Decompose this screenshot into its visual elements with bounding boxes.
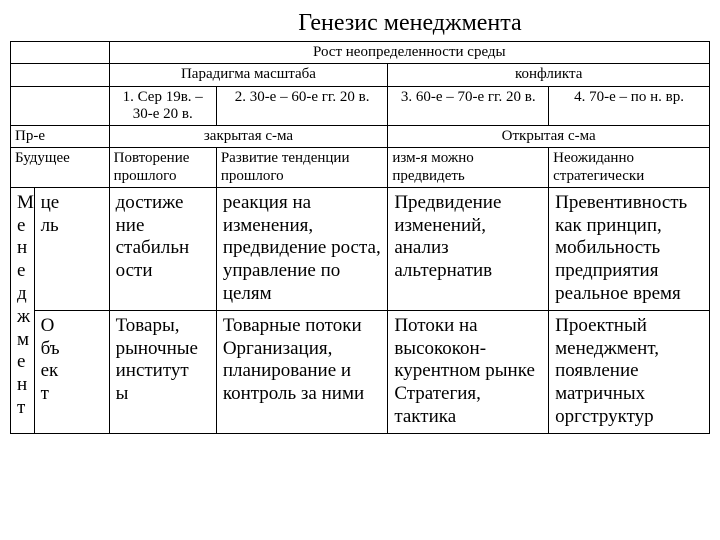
uncertainty-header: Рост неопределенности среды <box>109 42 709 64</box>
paradigm-conflict: конфликта <box>388 64 710 86</box>
goal-label: це ль <box>34 187 109 310</box>
pre-label: Пр-е <box>11 126 110 148</box>
open-system: Открытая с-ма <box>388 126 710 148</box>
closed-system: закрытая с-ма <box>109 126 388 148</box>
management-label: М е н е д ж м е н т <box>11 187 35 433</box>
future-label: Буду­щее <box>11 148 110 188</box>
future-2: Развитие тенденции прошлого <box>216 148 388 188</box>
goal-cell-4: Превентив­ность как принцип, мобильность… <box>549 187 710 310</box>
goal-cell-2: реакция на изменения, предвидение роста,… <box>216 187 388 310</box>
object-cell-3: Потоки на высококон­курентном рынке Стра… <box>388 310 549 433</box>
future-3: изм-я можно предвидеть <box>388 148 549 188</box>
period-2: 2. 30-е – 60-е гг. 20 в. <box>216 86 388 126</box>
object-label: О бъ ек т <box>34 310 109 433</box>
goal-cell-1: достиже ние стабильн ости <box>109 187 216 310</box>
object-cell-1: Товары, рыноч­ные институт ы <box>109 310 216 433</box>
page-title: Генезис менеджмента <box>110 10 710 37</box>
object-cell-4: Проектный менеджмент, появление матричны… <box>549 310 710 433</box>
paradigm-scale: Парадигма масштаба <box>109 64 388 86</box>
object-cell-2: Товарные потоки Организация, планировани… <box>216 310 388 433</box>
blank-cell <box>11 42 110 64</box>
future-1: Повторение прошлого <box>109 148 216 188</box>
main-table: Рост неопределенности среды Парадигма ма… <box>10 41 710 434</box>
period-1: 1. Сер 19в. – 30-е 20 в. <box>109 86 216 126</box>
period-4: 4. 70-е – по н. вр. <box>549 86 710 126</box>
future-4: Неожиданно стратегически <box>549 148 710 188</box>
blank-cell <box>11 86 110 126</box>
period-3: 3. 60-е – 70-е гг. 20 в. <box>388 86 549 126</box>
goal-cell-3: Предвиде­ние изменений, анализ альтернат… <box>388 187 549 310</box>
blank-cell <box>11 64 110 86</box>
